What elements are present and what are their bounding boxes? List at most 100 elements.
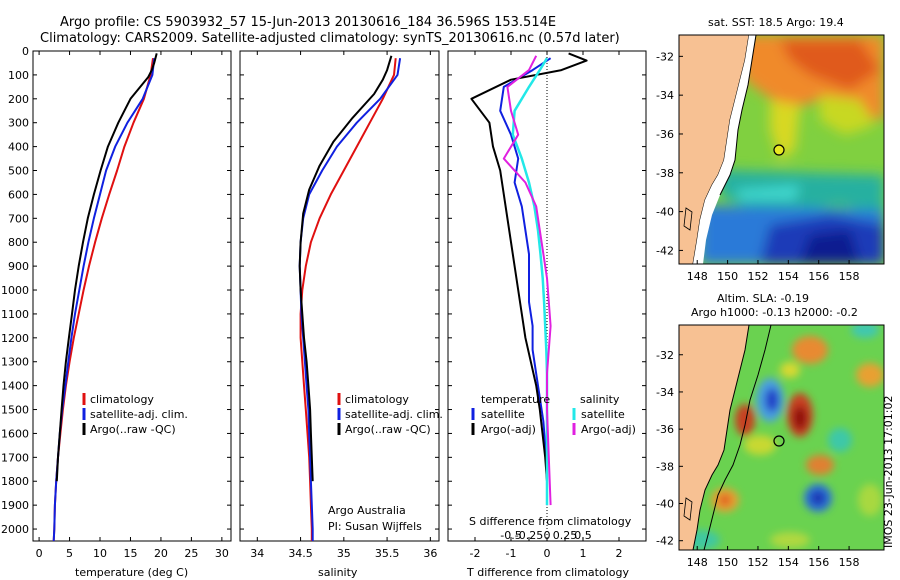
lat-tick-label: -34 <box>656 386 674 399</box>
sst-bathymetry-contour <box>719 35 757 196</box>
imos-timestamp: IMOS 23-Jun-2013 17:01:02 <box>882 395 895 548</box>
x-tick-label: 30 <box>215 547 229 560</box>
lat-tick-label: -42 <box>656 244 674 257</box>
header-line-2: Climatology: CARS2009. Satellite-adjuste… <box>40 31 620 46</box>
sst-coastal-mask <box>693 35 756 264</box>
depth-tick-label: 1400 <box>1 380 29 393</box>
lat-tick-label: -32 <box>656 50 674 63</box>
legend-label-s-satellite: satellite <box>581 408 625 421</box>
sst-map-axes: -32 -34 -36 -38 -40 -42 148 150 152 154 156 158 <box>656 50 860 283</box>
depth-tick-label: 200 <box>8 93 29 106</box>
depth-tick-label: 2000 <box>1 523 29 536</box>
x-tick-label: 15 <box>123 547 137 560</box>
lat-tick-label: -32 <box>656 349 674 362</box>
lat-tick-label: -40 <box>656 498 674 511</box>
x-tick-label: 34 <box>250 547 264 560</box>
legend-label-t-argo: Argo(-adj) <box>481 423 536 436</box>
salinity-legend: climatology satellite-adj. clim. Argo(..… <box>337 393 443 436</box>
depth-tick-label: 1300 <box>1 356 29 369</box>
x-tick-label: -0.25 <box>515 529 543 542</box>
series-line-salinity-argo-adj <box>502 55 552 506</box>
x-tick-label: 1 <box>580 547 587 560</box>
temperature-x-axis: 0 5 10 15 20 25 30 <box>36 51 229 560</box>
x-tick-label: 5 <box>66 547 73 560</box>
lon-tick-label: 156 <box>808 270 829 283</box>
legend-title-temperature: temperature <box>481 393 550 406</box>
lat-tick-label: -40 <box>656 206 674 219</box>
sst-map <box>678 34 885 265</box>
depth-tick-label: 1100 <box>1 308 29 321</box>
x-tick-label: 10 <box>93 547 107 560</box>
x-tick-label: 0 <box>36 547 43 560</box>
salinity-panel-frame <box>239 50 440 542</box>
sla-map <box>678 324 885 551</box>
depth-tick-label: 1500 <box>1 404 29 417</box>
series-line-argo-raw-qc <box>298 55 393 482</box>
x-tick-label: 35 <box>337 547 351 560</box>
legend-label-argo: Argo(..raw -QC) <box>345 423 431 436</box>
sla-map-axes: -32 -34 -36 -38 -40 -42 148 150 152 154 156 158 <box>656 349 860 569</box>
legend-label-climatology: climatology <box>345 393 409 406</box>
x-tick-label: 0 <box>544 547 551 560</box>
salinity-x-axis: 34 34.5 35 35.5 36 <box>250 51 437 560</box>
lat-tick-label: -38 <box>656 460 674 473</box>
temperature-series <box>52 53 158 542</box>
x-tick-label: 36 <box>423 547 437 560</box>
depth-tick-label: 1600 <box>1 427 29 440</box>
lon-tick-label: 148 <box>687 270 708 283</box>
header-line-1: Argo profile: CS 5903932_57 15-Jun-2013 … <box>60 15 556 30</box>
sla-island <box>683 497 693 521</box>
lon-tick-label: 152 <box>747 556 768 569</box>
difference-x-axis: -2 -1 0 1 2 -0.5-0.25 0 0.250.5 <box>470 51 623 560</box>
depth-tick-label: 1800 <box>1 475 29 488</box>
depth-tick-label: 600 <box>8 188 29 201</box>
legend-label-t-satellite: satellite <box>481 408 525 421</box>
difference-xlabel: T difference from climatology <box>466 566 629 579</box>
series-line-argo-raw-qc <box>55 53 158 482</box>
x-tick-label: 0.5 <box>574 529 592 542</box>
depth-tick-label: 1700 <box>1 451 29 464</box>
legend-label-climatology: climatology <box>90 393 154 406</box>
sst-argo-position-marker <box>773 144 785 156</box>
lon-tick-label: 156 <box>808 556 829 569</box>
credit-argo-australia: Argo Australia <box>328 504 406 517</box>
x-tick-label: -1 <box>506 547 517 560</box>
depth-tick-label: 300 <box>8 117 29 130</box>
difference-series <box>470 52 588 506</box>
depth-tick-label: 900 <box>8 260 29 273</box>
lon-tick-label: 158 <box>839 270 860 283</box>
depth-tick-label: 700 <box>8 212 29 225</box>
depth-tick-label: 400 <box>8 141 29 154</box>
lon-tick-label: 152 <box>747 270 768 283</box>
depth-axis: 0 100 200 300 400 500 600 700 800 900 1000 1100 1200… <box>1 45 646 536</box>
temperature-legend: climatology satellite-adj. clim. Argo(..… <box>82 393 188 436</box>
depth-tick-label: 500 <box>8 165 29 178</box>
legend-label-s-argo: Argo(-adj) <box>581 423 636 436</box>
x-tick-label: 25 <box>184 547 198 560</box>
depth-tick-label: 800 <box>8 236 29 249</box>
x-tick-label: 0 <box>544 529 551 542</box>
sst-map-frame <box>678 34 885 265</box>
lon-tick-label: 154 <box>778 270 799 283</box>
difference-legend: temperature satellite Argo(-adj) salinit… <box>471 393 636 436</box>
lat-tick-label: -42 <box>656 535 674 548</box>
lat-tick-label: -36 <box>656 423 674 436</box>
series-line-temperature-argo-adj <box>470 52 588 482</box>
lon-tick-label: 158 <box>839 556 860 569</box>
series-line-temperature-satellite <box>499 57 552 506</box>
sla-land <box>679 325 750 550</box>
legend-label-argo: Argo(..raw -QC) <box>90 423 176 436</box>
temperature-xlabel: temperature (deg C) <box>75 566 188 579</box>
lat-tick-label: -34 <box>656 89 674 102</box>
legend-title-salinity: salinity <box>580 393 620 406</box>
legend-label-satellite: satellite-adj. clim. <box>345 408 443 421</box>
sst-map-title: sat. SST: 18.5 Argo: 19.4 <box>708 16 844 29</box>
depth-tick-label: 1200 <box>1 332 29 345</box>
temperature-panel-frame <box>32 50 232 542</box>
x-tick-label: 35.5 <box>375 547 400 560</box>
difference-top-label: S difference from climatology <box>469 515 632 528</box>
x-tick-label: -2 <box>470 547 481 560</box>
lon-tick-label: 154 <box>778 556 799 569</box>
sst-island <box>683 207 693 231</box>
